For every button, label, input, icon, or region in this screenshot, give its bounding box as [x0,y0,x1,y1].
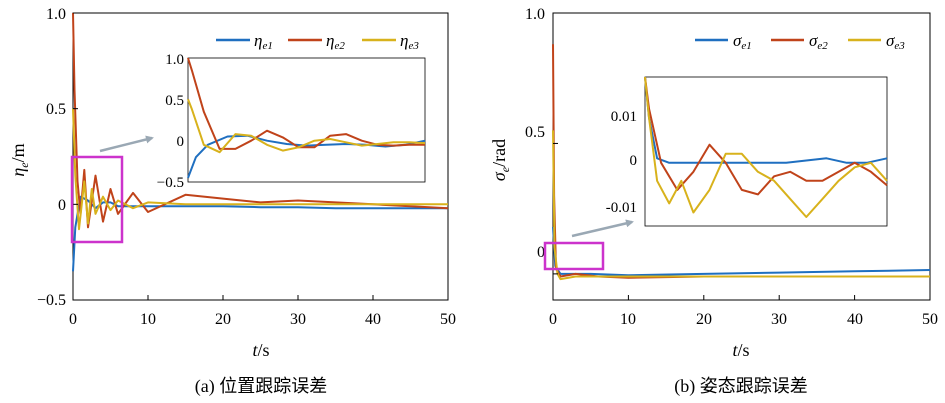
xtick-b-5: 50 [922,311,938,328]
zoom-arrow-b [571,219,634,238]
panel-b: 0 0.5 1.0 0 10 20 30 40 50 σe/rad t/s (b… [489,6,938,397]
zoom-highlight-box-b [543,241,605,271]
ytick-b-2: 1.0 [525,6,545,23]
main-b-series-3 [552,130,930,281]
inset-box-b [644,76,888,227]
xlabel-b: t/s [732,340,749,360]
legend-a-label-1: ηe1 [254,31,273,52]
zoom-arrow-a [99,135,154,153]
inset-a-ytick-0: 1.0 [165,52,184,68]
xtick-a-0: 0 [69,311,77,328]
xtick-a-5: 50 [440,311,456,328]
xtick-b-3: 30 [771,311,787,328]
main-a-series-1 [72,195,448,272]
main-b-series-1 [552,226,931,277]
ytick-a-3: 1.0 [46,6,66,23]
caption-a: (a) 位置跟踪误差 [195,376,327,397]
xtick-a-2: 20 [215,311,231,328]
inset-b-ytick-2: -0.01 [606,200,637,216]
xlabel-a: t/s [252,340,269,360]
main-a-series-3 [72,108,448,231]
xtick-a-3: 30 [290,311,306,328]
xtick-b-2: 20 [696,311,712,328]
inset-b-series-2 [644,76,888,196]
inset-b-ytick-0: 0.01 [611,109,637,125]
legend-b: σe1 σe2 σe3 [695,31,905,52]
xtick-a-4: 40 [365,311,381,328]
legend-b-label-3: σe3 [886,31,905,52]
ytick-a-1: 0 [58,197,66,214]
inset-b-ytick-1: 0 [630,153,638,169]
caption-b: (b) 姿态跟踪误差 [674,376,808,397]
inset-curves-a [187,57,426,179]
zoom-highlight-box-a [70,155,124,244]
legend-b-label-2: σe2 [809,31,828,52]
curves-a [72,12,449,272]
ytick-a-0: −0.5 [37,292,66,309]
inset-box-a [187,57,426,183]
ytick-a-2: 0.5 [46,101,66,118]
xtick-a-1: 10 [140,311,156,328]
ticks-a [72,12,449,301]
ylabel-b: σe/rad [489,139,512,181]
xtick-b-1: 10 [620,311,636,328]
inset-a-ytick-2: 0 [177,134,185,150]
legend-b-label-1: σe1 [733,31,752,52]
inset-a-ytick-1: 0.5 [165,93,184,109]
inset-a-series-3 [187,98,426,154]
ticks-b [552,12,931,300]
inset-curves-b [644,76,888,218]
inset-b-series-3 [644,76,888,218]
ytick-b-0: 0 [537,244,545,261]
inset-a-series-1 [187,134,426,179]
xtick-b-0: 0 [549,311,557,328]
legend-a-label-2: ηe2 [326,31,345,52]
legend-a-label-3: ηe3 [400,31,419,52]
legend-a: ηe1 ηe2 ηe3 [216,31,419,52]
ytick-b-1: 0.5 [525,124,545,141]
panel-a: −0.5 0 0.5 1.0 0 10 20 30 40 50 ηe/m t/s… [8,6,456,397]
ylabel-a: ηe/m [8,143,31,176]
inset-a-ytick-3: −0.5 [157,175,184,191]
xtick-b-4: 40 [847,311,863,328]
